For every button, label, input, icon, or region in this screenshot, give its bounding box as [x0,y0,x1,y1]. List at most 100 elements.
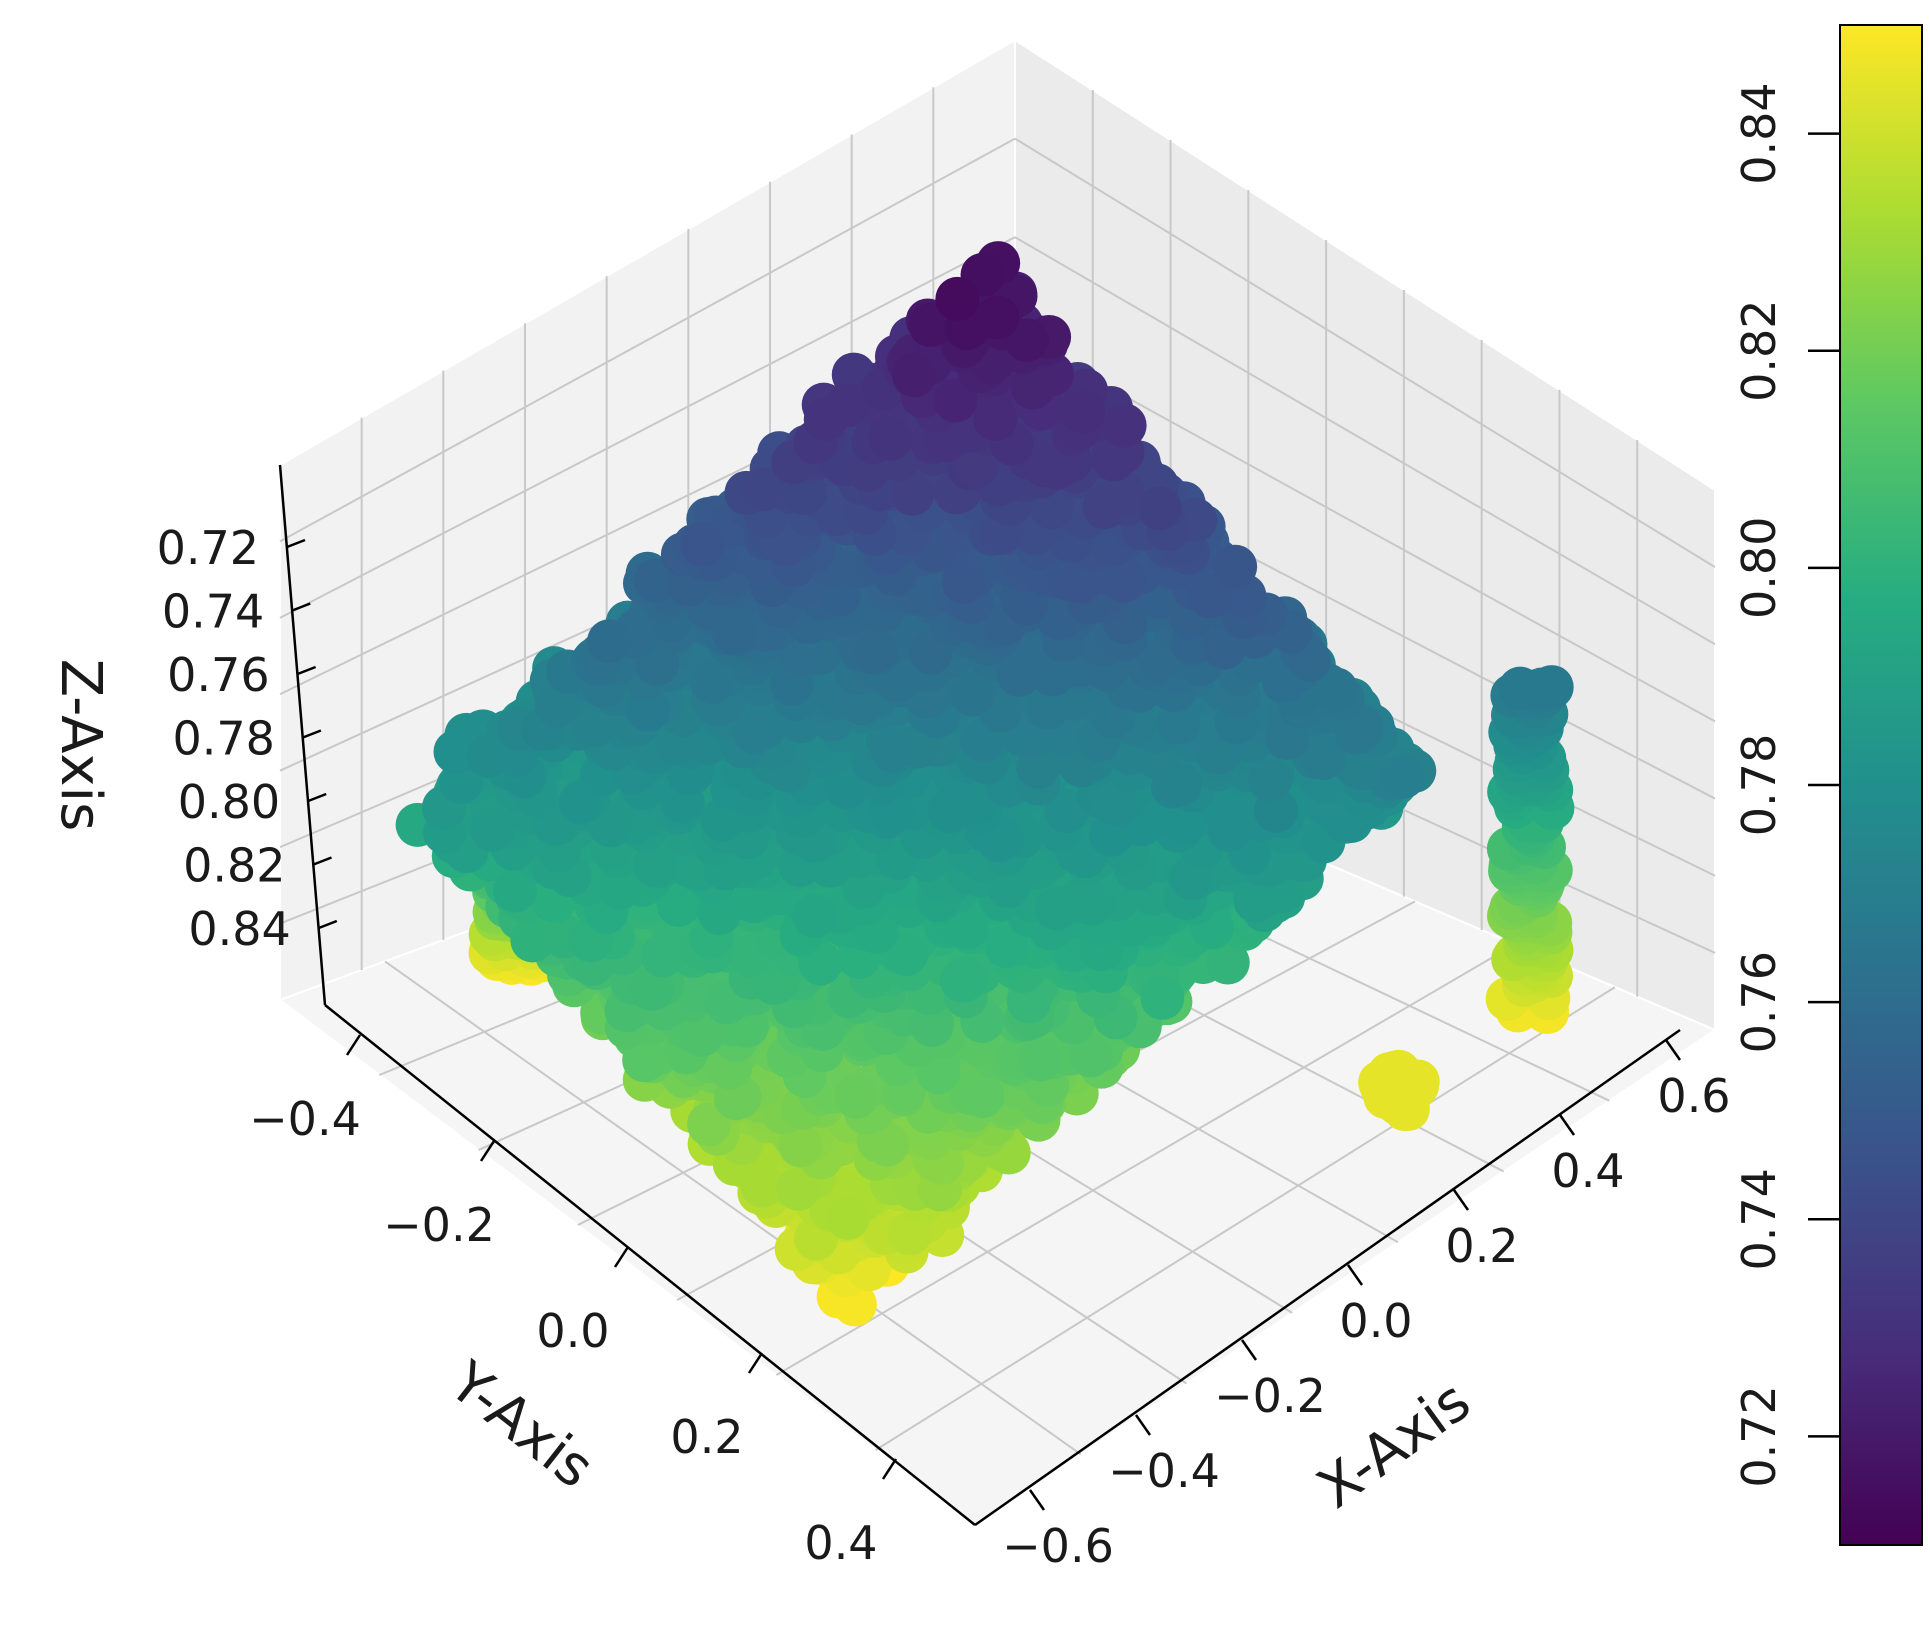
scatter-point [910,1002,955,1047]
scatter-point [834,1074,879,1119]
axis-ticks: 0.720.740.760.780.800.820.84−0.4−0.20.00… [157,521,1731,1573]
scatter-point [1248,758,1293,803]
scatter-point [973,397,1018,442]
scatter-point [1092,781,1137,826]
scatter-point [680,522,725,567]
colorbar-tick-label: 0.76 [1732,951,1786,1053]
x-axis-line [974,1028,1681,1527]
z-tick-label: 0.82 [183,839,285,893]
scatter-point [943,957,988,1002]
grid-line [1014,236,1716,646]
scatter-points [395,241,1575,1327]
colorbar-ticks: 0.72 0.74 0.76 0.78 0.80 0.82 0.84 [1732,82,1840,1488]
y-tick [345,1034,362,1056]
z-tick [307,792,327,803]
x-tick [1664,1039,1682,1061]
scatter-point [825,1195,870,1240]
scatter-point [535,683,580,728]
scatter-point [1301,735,1346,780]
colorbar-tick-label: 0.78 [1732,734,1786,836]
scatter-point [510,918,555,963]
y-tick-label: 0.0 [536,1304,609,1358]
x-tick [1028,1489,1046,1511]
scatter-point [492,868,537,913]
x-tick-label: 0.0 [1339,1294,1412,1348]
z-tick [302,729,322,739]
scatter-point [1205,940,1250,985]
x-tick [1240,1339,1258,1361]
scatter-point [1236,877,1281,922]
z-tick-label: 0.72 [157,521,259,575]
scatter-point [1101,558,1146,603]
x-axis-label: X-Axis [1306,1369,1482,1522]
scatter-point [1140,975,1185,1020]
scatter-point [1034,445,1079,490]
scatter-point [1358,1060,1403,1105]
z-tick [297,665,317,676]
scatter-point [622,1038,667,1083]
scatter-point [1498,666,1543,711]
z-axis-label: Z-Axis [48,659,113,832]
scatter-point [1529,665,1574,710]
scatter-point [732,710,777,755]
scatter-point [629,967,674,1012]
scatter-point [1034,886,1079,931]
colorbar-tick-label: 0.82 [1732,300,1786,402]
scatter-point [792,894,837,939]
x-tick [1134,1414,1152,1436]
grid-line [775,943,1516,1376]
scatter-point [1155,700,1200,745]
y-tick [613,1246,630,1268]
axis-lines [278,464,1681,1527]
scatter-point [656,882,701,927]
grid-line [279,137,1016,543]
z-tick [291,602,311,612]
y-axis-label: Y-Axis [436,1349,605,1501]
x-tick [1346,1264,1364,1286]
scatter-point [890,471,935,516]
scatter-point [864,1122,909,1167]
scatter-point [1068,1033,1113,1078]
y-tick [881,1458,898,1480]
x-tick-label: −0.6 [1002,1519,1114,1573]
y-axis-line [324,1004,976,1526]
y-tick [747,1352,764,1374]
scatter-point [1010,365,1055,410]
scatter-point [950,672,995,717]
colorbar: 0.72 0.74 0.76 0.78 0.80 0.82 0.84 [1732,24,1923,1546]
scatter-point [640,933,685,978]
scatter-point [1313,667,1358,712]
y-tick-label: −0.2 [383,1198,495,1252]
x-tick-label: −0.2 [1214,1369,1326,1423]
scatter-point [626,687,671,732]
colorbar-tick-label: 0.80 [1732,517,1786,619]
x-tick-label: 0.4 [1551,1144,1624,1198]
z-tick [286,538,306,549]
scatter-point [690,659,735,704]
grid-line [875,986,1616,1451]
z-tick-label: 0.78 [172,712,274,766]
colorbar-tick-label: 0.74 [1732,1168,1786,1270]
scatter-point [1136,638,1181,683]
scatter-point [1137,486,1182,531]
scatter-point [803,397,848,442]
z-tick-label: 0.80 [178,775,280,829]
x-tick-label: 0.6 [1657,1069,1730,1123]
scatter-point [1061,389,1106,434]
scatter-point [870,728,915,773]
x-tick [1452,1189,1470,1211]
z-tick-label: 0.74 [162,585,264,639]
grid-line [1014,137,1716,568]
scatter-point [1082,485,1127,530]
z-axis-line [278,464,327,1006]
scatter-point [960,1073,1005,1118]
colorbar-tick-label: 0.84 [1732,82,1786,184]
scatter-point [776,1166,821,1211]
x-tick [1558,1114,1576,1136]
z-tick [318,919,338,930]
scatter-point [975,295,1020,340]
scatter-point [633,843,678,888]
y-tick-label: 0.4 [804,1516,877,1570]
scatter-point [997,652,1042,697]
